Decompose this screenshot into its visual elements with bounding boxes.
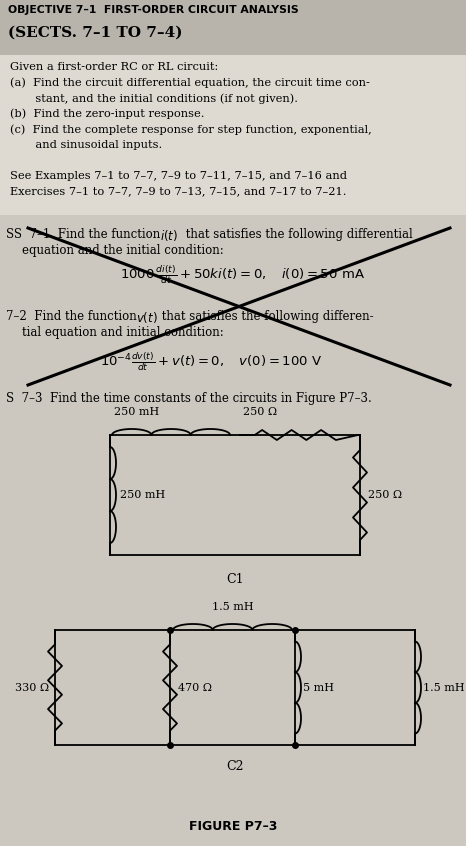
Text: $v(t)$: $v(t)$: [136, 310, 158, 325]
Text: 1.5 mH: 1.5 mH: [423, 683, 465, 693]
Text: 1.5 mH: 1.5 mH: [212, 602, 254, 612]
Text: 250 mH: 250 mH: [120, 490, 165, 500]
Text: FIGURE P7–3: FIGURE P7–3: [189, 820, 277, 833]
Text: (b)  Find the zero-input response.: (b) Find the zero-input response.: [10, 108, 205, 119]
Text: that satisfies the following differen-: that satisfies the following differen-: [158, 310, 374, 323]
Text: 250 Ω: 250 Ω: [368, 490, 402, 500]
Text: that satisfies the following differential: that satisfies the following differentia…: [182, 228, 413, 241]
Text: 250 mH: 250 mH: [114, 407, 159, 417]
Text: Given a first-order RC or RL circuit:: Given a first-order RC or RL circuit:: [10, 62, 218, 72]
Bar: [0, 0, 466, 55]
Text: equation and the initial condition:: equation and the initial condition:: [22, 244, 224, 257]
Text: See Examples 7–1 to 7–7, 7–9 to 7–11, 7–15, and 7–16 and: See Examples 7–1 to 7–7, 7–9 to 7–11, 7–…: [10, 171, 347, 180]
Text: stant, and the initial conditions (if not given).: stant, and the initial conditions (if no…: [10, 93, 298, 103]
Text: SS  7–1  Find the function: SS 7–1 Find the function: [6, 228, 164, 241]
Text: 470 Ω: 470 Ω: [178, 683, 212, 693]
Text: $10^{-4}\frac{dv(t)}{dt} + v(t) = 0, \quad v(0) = 100\ \mathrm{V}$: $10^{-4}\frac{dv(t)}{dt} + v(t) = 0, \qu…: [100, 350, 322, 373]
Text: OBJECTIVE 7–1  FIRST-ORDER CIRCUIT ANALYSIS: OBJECTIVE 7–1 FIRST-ORDER CIRCUIT ANALYS…: [8, 5, 299, 15]
Bar: [0, 55, 466, 215]
Text: 5 mH: 5 mH: [303, 683, 334, 693]
Text: (SECTS. 7–1 TO 7–4): (SECTS. 7–1 TO 7–4): [8, 26, 183, 40]
Text: (c)  Find the complete response for step function, exponential,: (c) Find the complete response for step …: [10, 124, 372, 135]
Text: 7–2  Find the function: 7–2 Find the function: [6, 310, 141, 323]
Text: (a)  Find the circuit differential equation, the circuit time con-: (a) Find the circuit differential equati…: [10, 78, 370, 88]
Text: C2: C2: [226, 760, 244, 773]
Text: 330 Ω: 330 Ω: [15, 683, 49, 693]
Text: $i(t)$: $i(t)$: [160, 228, 178, 243]
Text: 250 Ω: 250 Ω: [243, 407, 277, 417]
Text: C1: C1: [226, 573, 244, 586]
Text: $1000\,\frac{di(t)}{dt} + 50ki(t) = 0, \quad i(0) = 50\ \mathrm{mA}$: $1000\,\frac{di(t)}{dt} + 50ki(t) = 0, \…: [120, 264, 365, 287]
Text: S  7–3  Find the time constants of the circuits in Figure P7–3.: S 7–3 Find the time constants of the cir…: [6, 392, 372, 405]
Text: Exercises 7–1 to 7–7, 7–9 to 7–13, 7–15, and 7–17 to 7–21.: Exercises 7–1 to 7–7, 7–9 to 7–13, 7–15,…: [10, 186, 347, 196]
Text: and sinusoidal inputs.: and sinusoidal inputs.: [10, 140, 162, 150]
Text: tial equation and initial condition:: tial equation and initial condition:: [22, 326, 224, 339]
